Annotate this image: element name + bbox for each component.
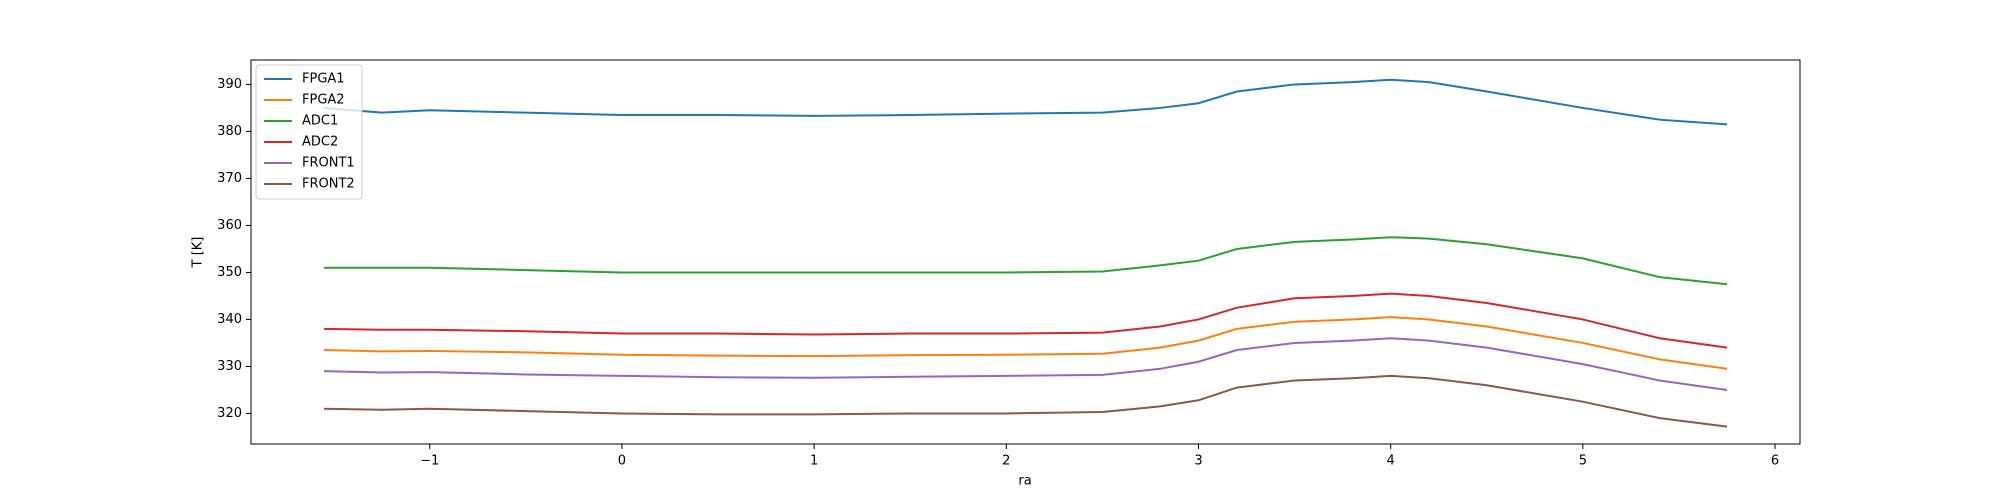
legend-box	[255, 64, 363, 200]
y-tick-label: 370	[217, 171, 242, 186]
legend-label: FRONT1	[302, 156, 355, 171]
line-series	[323, 78, 1728, 126]
x-tick-label: 6	[1771, 454, 1779, 469]
y-tick-label: 360	[217, 218, 242, 233]
x-tick-label: 5	[1579, 454, 1587, 469]
x-tick-label: 1	[810, 454, 818, 469]
x-tick-label: 2	[1002, 454, 1010, 469]
y-axis-label: T [K]	[191, 237, 206, 269]
y-tick-label: 390	[217, 77, 242, 92]
legend-label: FRONT2	[302, 177, 355, 192]
x-tick-label: 0	[618, 454, 626, 469]
legend-label: FPGA2	[302, 93, 345, 108]
legend-label: FPGA1	[302, 72, 345, 87]
line-series	[324, 292, 1728, 349]
y-tick-label: 320	[217, 406, 242, 421]
legend-label: ADC1	[302, 114, 338, 129]
y-tick-label: 330	[217, 359, 242, 374]
line-series	[324, 374, 1728, 428]
legend-label: ADC2	[302, 135, 338, 150]
x-tick-label: 4	[1387, 454, 1395, 469]
x-tick-label: −1	[420, 454, 439, 469]
line-series	[324, 337, 1728, 391]
y-tick-label: 380	[217, 124, 242, 139]
line-series	[324, 236, 1728, 286]
y-tick-label: 350	[217, 265, 242, 280]
line-series	[324, 316, 1728, 370]
x-tick-label: 3	[1194, 454, 1202, 469]
plot-frame	[250, 59, 1801, 445]
x-axis-label: ra	[1018, 474, 1031, 489]
y-tick-label: 340	[217, 312, 242, 327]
